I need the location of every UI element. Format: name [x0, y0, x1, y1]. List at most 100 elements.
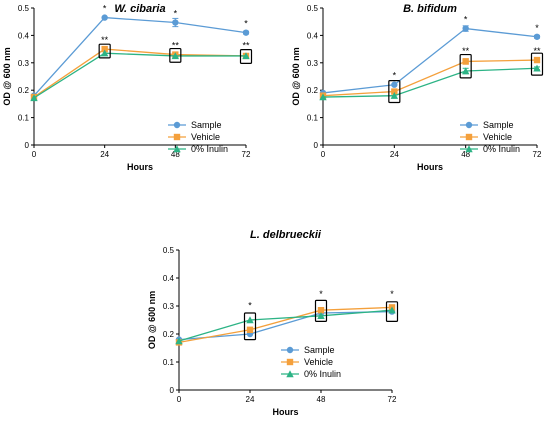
data-point — [30, 94, 38, 102]
legend-marker — [465, 133, 473, 141]
data-point — [246, 316, 254, 324]
legend-marker — [286, 370, 294, 378]
data-point — [246, 326, 254, 333]
y-tick-label: 0.4 — [307, 31, 319, 40]
series-line-0-inulin — [33, 52, 246, 99]
legend-label: 0% Inulin — [483, 144, 520, 154]
legend-label: Sample — [304, 345, 335, 355]
significance-box — [239, 49, 253, 64]
data-point — [533, 33, 541, 40]
data-point — [461, 67, 470, 75]
significance-label: ** — [462, 46, 470, 56]
y-axis-label: OD @ 600 nm — [291, 47, 301, 105]
data-point — [242, 52, 250, 60]
data-point — [462, 25, 469, 32]
chart-title: B. bifidum — [403, 3, 457, 15]
x-tick-label: 0 — [177, 395, 182, 404]
significance-label: * — [393, 71, 397, 81]
legend-marker — [173, 145, 181, 153]
x-axis-label: Hours — [127, 162, 153, 172]
x-tick-label: 72 — [242, 150, 251, 159]
y-tick-label: 0.2 — [307, 86, 319, 95]
legend-label: Vehicle — [483, 132, 512, 142]
series-line-sample — [33, 16, 247, 97]
y-tick-label: 0.1 — [18, 114, 30, 123]
significance-label: ** — [172, 41, 180, 51]
y-axis-label: OD @ 600 nm — [2, 47, 12, 105]
legend-marker — [286, 358, 294, 366]
significance-box — [169, 47, 182, 63]
significance-label: ** — [533, 46, 541, 56]
chart-title: L. delbrueckii — [250, 229, 322, 241]
significance-box — [530, 52, 544, 76]
y-tick-label: 0.4 — [18, 31, 30, 40]
significance-label: * — [535, 23, 539, 33]
data-point — [101, 45, 108, 53]
significance-label: * — [464, 15, 468, 25]
legend-label: Vehicle — [304, 357, 333, 367]
significance-label: * — [244, 19, 248, 29]
significance-label: * — [390, 289, 394, 299]
significance-label: ** — [242, 41, 250, 51]
data-point — [172, 19, 179, 26]
chart-panel-b-bifidum: B. bifidum 0 0.1 0.2 0.3 0.4 0.5 0 24 48 72 Hours OD… — [291, 3, 544, 172]
legend-marker — [286, 346, 294, 354]
data-point — [317, 307, 325, 314]
y-tick-label: 0.1 — [163, 358, 175, 367]
x-tick-label: 24 — [246, 395, 255, 404]
significance-box — [385, 301, 399, 322]
significance-box — [314, 299, 328, 322]
legend-label: Sample — [191, 120, 222, 130]
x-tick-label: 72 — [533, 150, 542, 159]
significance-label: ** — [101, 35, 109, 45]
y-tick-label: 0.3 — [18, 59, 30, 68]
y-tick-label: 0.5 — [163, 246, 175, 255]
significance-box — [388, 80, 401, 104]
significance-box — [243, 312, 257, 341]
y-tick-label: 0.1 — [307, 114, 319, 123]
series-line-0-inulin — [322, 67, 538, 98]
y-tick-label: 0 — [314, 141, 319, 150]
data-point — [101, 14, 108, 21]
x-tick-label: 24 — [390, 150, 399, 159]
data-point — [388, 306, 396, 314]
data-point — [242, 29, 250, 36]
y-tick-label: 0.3 — [307, 59, 319, 68]
y-tick-label: 0.4 — [163, 274, 175, 283]
series-line-vehicle — [33, 48, 247, 98]
significance-box — [459, 53, 472, 79]
data-point — [319, 93, 327, 101]
data-point — [391, 81, 398, 88]
series-line-0-inulin — [178, 309, 393, 342]
data-point — [100, 49, 109, 57]
data-point — [533, 56, 541, 64]
y-axis-label: OD @ 600 nm — [147, 291, 157, 349]
x-tick-label: 0 — [321, 150, 326, 159]
legend-label: 0% Inulin — [191, 144, 228, 154]
x-axis-label: Hours — [417, 162, 443, 172]
series-line-vehicle — [322, 59, 538, 97]
significance-label: * — [103, 4, 107, 14]
legend-marker — [173, 133, 181, 141]
y-tick-label: 0.5 — [307, 4, 319, 13]
y-tick-label: 0 — [170, 386, 175, 395]
data-point — [175, 337, 183, 345]
y-tick-label: 0.2 — [163, 330, 175, 339]
x-tick-label: 0 — [32, 150, 37, 159]
chart-panel-w-cibaria: W. cibaria 0 0.1 0.2 0.3 0.4 0.5 0 24 48 72 Hours OD… — [2, 3, 253, 172]
data-point — [391, 88, 398, 95]
x-tick-label: 24 — [100, 150, 109, 159]
chart-title: W. cibaria — [114, 3, 165, 15]
data-point — [171, 52, 180, 60]
y-tick-label: 0.3 — [163, 302, 175, 311]
legend-marker — [465, 121, 473, 129]
x-tick-label: 48 — [317, 395, 326, 404]
series-line-sample — [178, 310, 393, 341]
legend-label: Sample — [483, 120, 514, 130]
data-point — [462, 58, 469, 65]
x-tick-label: 72 — [388, 395, 397, 404]
y-tick-label: 0.5 — [18, 4, 30, 13]
y-tick-label: 0.2 — [18, 86, 30, 95]
